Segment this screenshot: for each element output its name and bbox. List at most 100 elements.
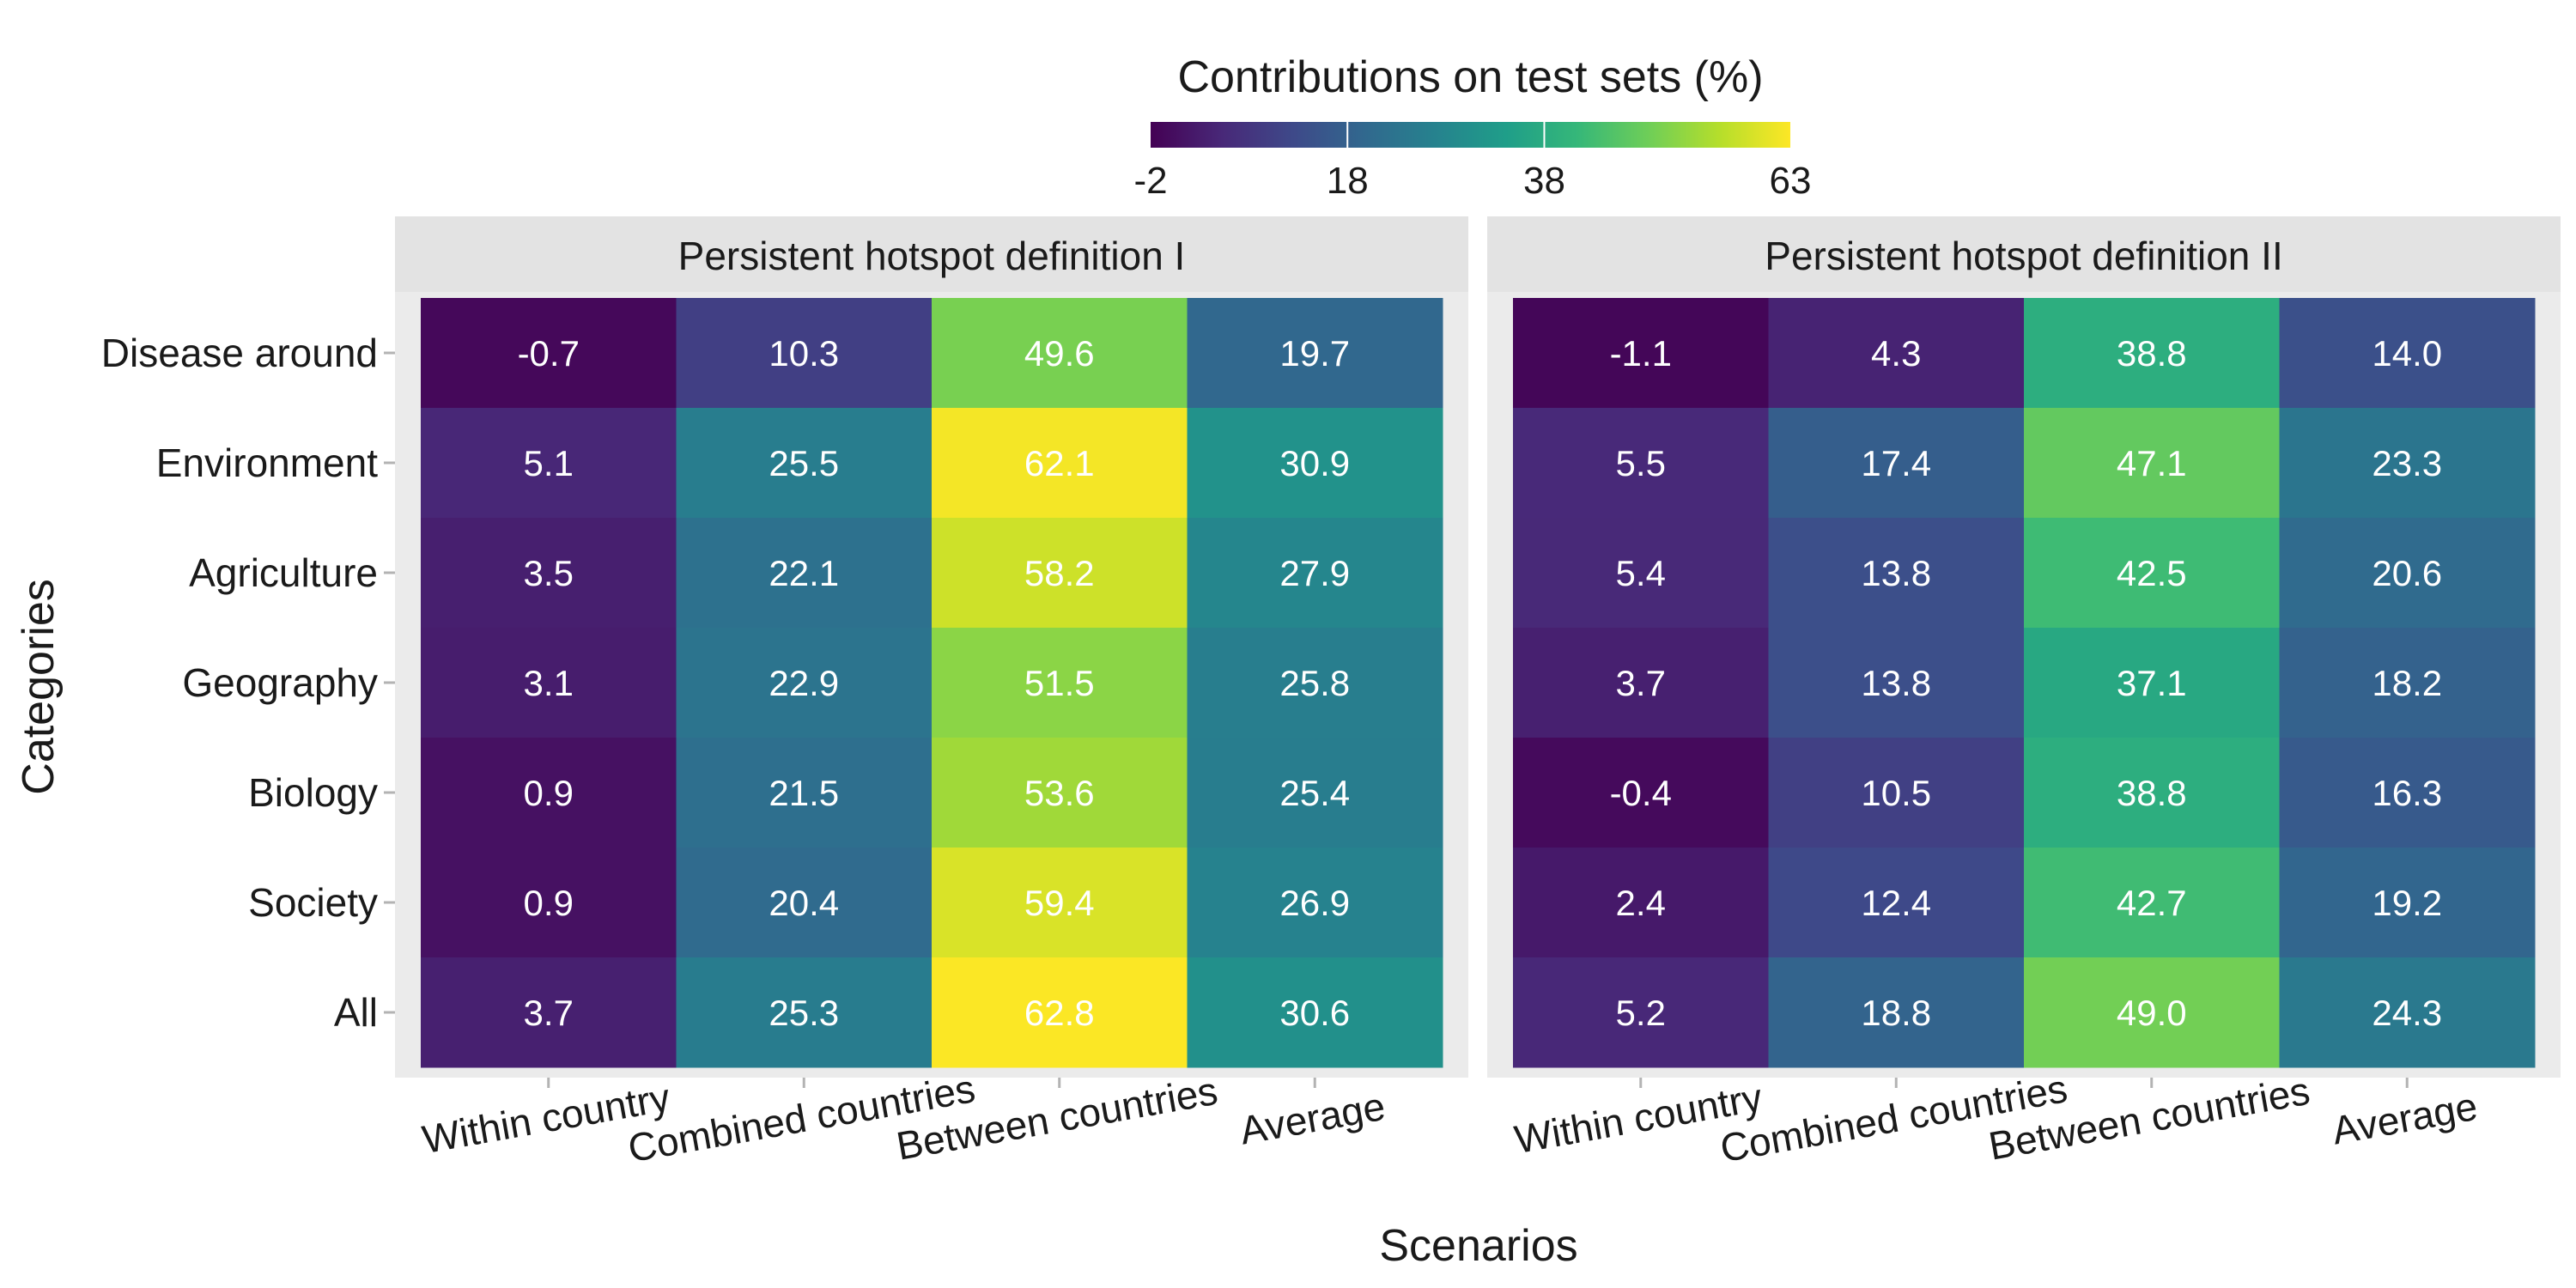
heatmap-cell xyxy=(1187,298,1443,409)
heatmap-cell xyxy=(1513,518,1769,629)
heatmap-cell xyxy=(676,298,933,409)
cell-value-label: 3.7 xyxy=(1616,663,1666,703)
heatmap-cell xyxy=(1187,738,1443,848)
heatmap-cell xyxy=(421,848,677,958)
y-axis-title: Categories xyxy=(14,579,64,794)
heatmap-cell xyxy=(932,738,1188,848)
colorbar-tick-label: -2 xyxy=(1133,160,1167,202)
cell-value-label: 17.4 xyxy=(1861,443,1931,483)
heatmap-cell xyxy=(2279,848,2536,958)
heatmap-cell xyxy=(2279,738,2536,848)
heatmap-cell xyxy=(1187,848,1443,958)
cell-value-label: 0.9 xyxy=(524,883,574,923)
heatmap-cell xyxy=(1768,848,2025,958)
heatmap-cell xyxy=(2279,408,2536,519)
cell-value-label: 14.0 xyxy=(2372,333,2442,374)
heatmap-cell xyxy=(676,957,933,1068)
heatmap-cell xyxy=(1187,408,1443,519)
y-tick-label: Environment xyxy=(156,440,378,485)
cell-value-label: 22.1 xyxy=(769,553,839,593)
heatmap-cell xyxy=(421,298,677,409)
x-tick-label: Average xyxy=(2329,1084,2481,1153)
heatmap-cell xyxy=(421,957,677,1068)
heatmap-cell xyxy=(1513,298,1769,409)
heatmap-cell xyxy=(676,848,933,958)
heatmap-cell xyxy=(1768,408,2025,519)
cell-value-label: 0.9 xyxy=(524,773,574,813)
heatmap-cell xyxy=(932,628,1188,738)
cell-value-label: 5.4 xyxy=(1616,553,1666,593)
cell-value-label: 27.9 xyxy=(1279,553,1350,593)
cell-value-label: 13.8 xyxy=(1861,663,1931,703)
cell-value-label: 18.8 xyxy=(1861,993,1931,1033)
cell-value-label: 25.5 xyxy=(769,443,839,483)
heatmap-cell xyxy=(1513,408,1769,519)
cell-value-label: 25.3 xyxy=(769,993,839,1033)
cell-value-label: 23.3 xyxy=(2372,443,2442,483)
y-tick-label: Society xyxy=(248,880,378,925)
cell-value-label: 19.7 xyxy=(1279,333,1350,374)
cell-value-label: 26.9 xyxy=(1279,883,1350,923)
y-tick-label: Biology xyxy=(248,770,378,815)
heatmap-cell xyxy=(676,738,933,848)
cell-value-label: 13.8 xyxy=(1861,553,1931,593)
panel-strip xyxy=(395,216,1468,292)
heatmap-cell xyxy=(2024,957,2280,1068)
heatmap-cell xyxy=(421,518,677,629)
heatmap-cell xyxy=(2279,628,2536,738)
cell-value-label: 2.4 xyxy=(1616,883,1666,923)
heatmap-cell xyxy=(2279,298,2536,409)
cell-value-label: 58.2 xyxy=(1024,553,1095,593)
heatmap-cell xyxy=(1768,298,2025,409)
cell-value-label: 24.3 xyxy=(2372,993,2442,1033)
cell-value-label: 19.2 xyxy=(2372,883,2442,923)
y-tick-label: Agriculture xyxy=(189,550,378,595)
y-tick-label: Geography xyxy=(182,660,378,705)
cell-value-label: 59.4 xyxy=(1024,883,1095,923)
cell-value-label: -1.1 xyxy=(1610,333,1672,374)
heatmap-cell xyxy=(932,298,1188,409)
cell-value-label: 10.5 xyxy=(1861,773,1931,813)
x-axis-title: Scenarios xyxy=(1379,1221,1577,1271)
heatmap-cell xyxy=(1768,957,2025,1068)
cell-value-label: 42.7 xyxy=(2117,883,2187,923)
cell-value-label: 38.8 xyxy=(2117,773,2187,813)
cell-value-label: 5.2 xyxy=(1616,993,1666,1033)
heatmap-cell xyxy=(932,848,1188,958)
cell-value-label: 3.5 xyxy=(524,553,574,593)
colorbar-gradient xyxy=(1151,122,1790,148)
heatmap-cell xyxy=(421,738,677,848)
cell-value-label: 12.4 xyxy=(1861,883,1931,923)
panel-title: Persistent hotspot definition II xyxy=(1765,234,2282,278)
cell-value-label: 53.6 xyxy=(1024,773,1095,813)
cell-value-label: 47.1 xyxy=(2117,443,2187,483)
x-tick-label: Average xyxy=(1236,1084,1388,1153)
cell-value-label: 16.3 xyxy=(2372,773,2442,813)
heatmap-cell xyxy=(1187,628,1443,738)
panel-2: Persistent hotspot definition II -1.1 4.3 3… xyxy=(1487,216,2561,1078)
panel-strip xyxy=(1487,216,2561,292)
cell-value-label: 25.4 xyxy=(1279,773,1350,813)
heatmap-cell xyxy=(676,628,933,738)
cell-value-label: 25.8 xyxy=(1279,663,1350,703)
cell-value-label: 20.4 xyxy=(769,883,839,923)
heatmap-cell xyxy=(2024,628,2280,738)
cell-value-label: 21.5 xyxy=(769,773,839,813)
heatmap-cell xyxy=(2024,408,2280,519)
y-axis: Disease around Environment Agriculture Geog… xyxy=(101,331,395,1035)
heatmap-panels: Persistent hotspot definition I -0.7 10.3 4… xyxy=(395,216,2561,1078)
heatmap-cell xyxy=(1187,518,1443,629)
heatmap-cell xyxy=(932,518,1188,629)
heatmap-cell xyxy=(1768,518,2025,629)
heatmap-cell xyxy=(1513,848,1769,958)
cell-value-label: 20.6 xyxy=(2372,553,2442,593)
panel-title: Persistent hotspot definition I xyxy=(678,234,1186,278)
heatmap-cell xyxy=(1768,738,2025,848)
cell-value-label: 5.5 xyxy=(1616,443,1666,483)
y-tick-label: Disease around xyxy=(101,331,378,375)
colorbar-tick-label: 18 xyxy=(1327,160,1369,202)
cell-value-label: 62.1 xyxy=(1024,443,1095,483)
colorbar-legend: Contributions on test sets (%) -2 18 38 63 xyxy=(1133,52,1811,202)
